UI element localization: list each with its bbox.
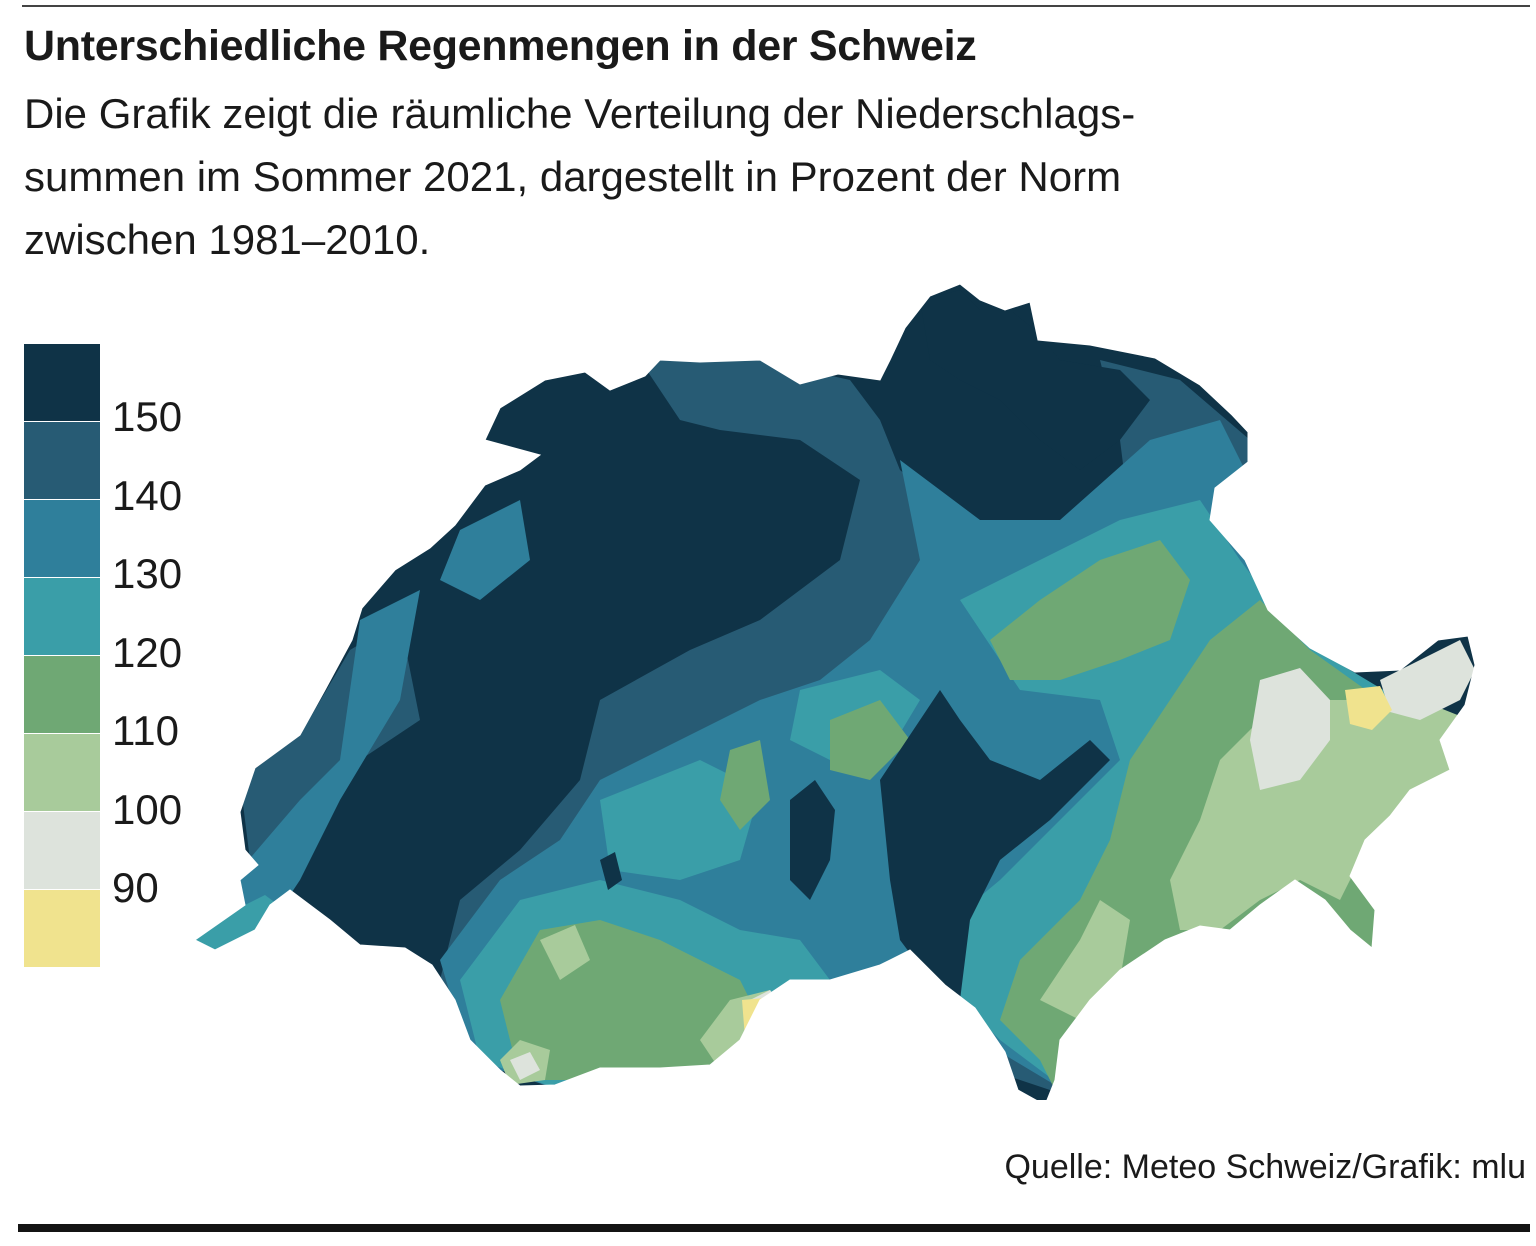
legend-label-110: 110 — [112, 707, 179, 754]
top-rule — [22, 5, 1530, 7]
legend-swatch-110 — [24, 656, 100, 733]
map-subtitle: Die Grafik zeigt die räumliche Verteilun… — [24, 82, 1364, 271]
legend-swatch-below-90 — [24, 890, 100, 967]
source-note: Quelle: Meteo Schweiz/Grafik: mlu — [1004, 1148, 1526, 1186]
legend-label-130: 130 — [112, 550, 183, 597]
legend-label-120: 120 — [112, 629, 183, 676]
legend-label-90: 90 — [112, 864, 159, 911]
color-legend: 150 140 130 120 110 100 90 — [24, 344, 224, 967]
subtitle-line-3: zwischen 1981–2010. — [24, 216, 431, 263]
legend-swatch-130 — [24, 500, 100, 577]
bottom-rule — [18, 1224, 1530, 1232]
legend-swatch-150 — [24, 344, 100, 421]
precipitation-regions — [195, 284, 1475, 1100]
legend-label-150: 150 — [112, 393, 183, 440]
legend-label-100: 100 — [112, 786, 183, 833]
legend-swatch-100 — [24, 734, 100, 811]
map-title: Unterschiedliche Regenmengen in der Schw… — [24, 22, 977, 70]
legend-label-140: 140 — [112, 472, 183, 519]
legend-swatch-90 — [24, 812, 100, 889]
subtitle-line-1: Die Grafik zeigt die räumliche Verteilun… — [24, 90, 1136, 137]
legend-swatch-140 — [24, 422, 100, 499]
legend-swatch-120 — [24, 578, 100, 655]
subtitle-line-2: summen im Sommer 2021, dargestellt in Pr… — [24, 153, 1122, 200]
